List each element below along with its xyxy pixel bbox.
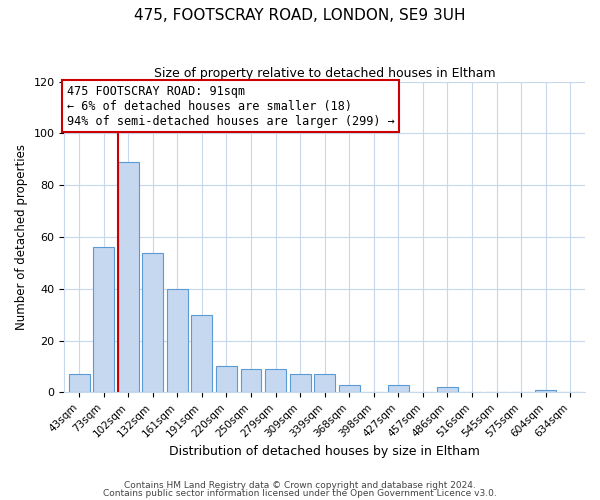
- Y-axis label: Number of detached properties: Number of detached properties: [15, 144, 28, 330]
- Bar: [191, 314, 212, 392]
- Text: 475, FOOTSCRAY ROAD, LONDON, SE9 3UH: 475, FOOTSCRAY ROAD, LONDON, SE9 3UH: [134, 8, 466, 22]
- Bar: [314, 374, 335, 392]
- Bar: [437, 387, 458, 392]
- Bar: [535, 390, 556, 392]
- Bar: [339, 384, 359, 392]
- Bar: [93, 248, 114, 392]
- Text: Contains HM Land Registry data © Crown copyright and database right 2024.: Contains HM Land Registry data © Crown c…: [124, 480, 476, 490]
- Bar: [167, 289, 188, 393]
- Bar: [142, 252, 163, 392]
- Text: 475 FOOTSCRAY ROAD: 91sqm
← 6% of detached houses are smaller (18)
94% of semi-d: 475 FOOTSCRAY ROAD: 91sqm ← 6% of detach…: [67, 85, 395, 128]
- Bar: [290, 374, 311, 392]
- Bar: [69, 374, 89, 392]
- Bar: [241, 369, 262, 392]
- Bar: [388, 384, 409, 392]
- Bar: [216, 366, 237, 392]
- Text: Contains public sector information licensed under the Open Government Licence v3: Contains public sector information licen…: [103, 489, 497, 498]
- Bar: [265, 369, 286, 392]
- X-axis label: Distribution of detached houses by size in Eltham: Distribution of detached houses by size …: [169, 444, 480, 458]
- Bar: [118, 162, 139, 392]
- Title: Size of property relative to detached houses in Eltham: Size of property relative to detached ho…: [154, 68, 496, 80]
